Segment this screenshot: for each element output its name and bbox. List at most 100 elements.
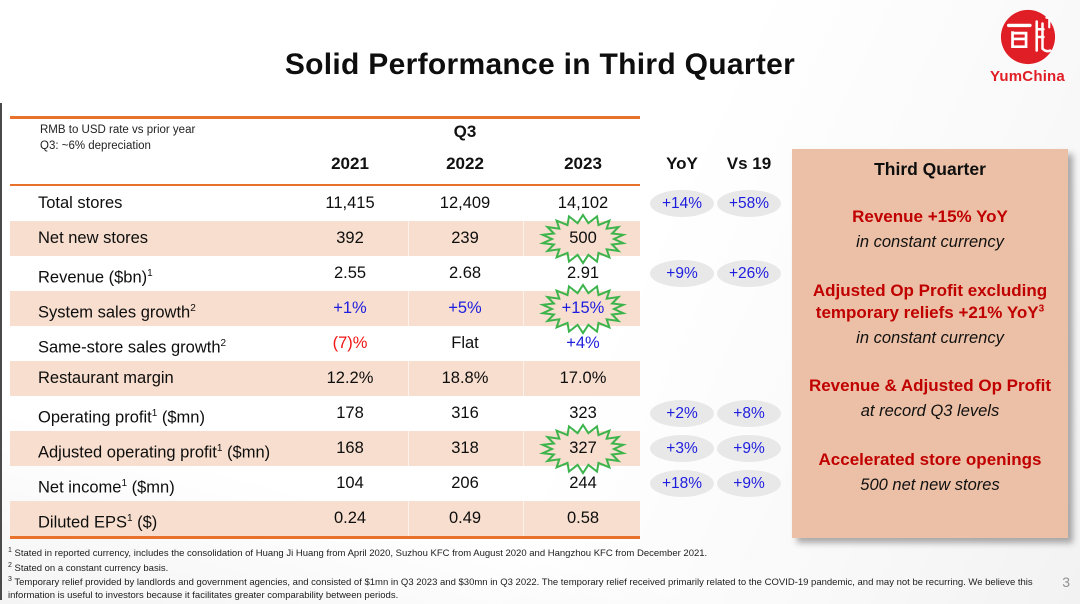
footnote: 3 Temporary relief provided by landlords… bbox=[8, 576, 1033, 601]
table-row: Net new stores 392 239 500 bbox=[10, 213, 782, 265]
table-bottom-rule bbox=[10, 536, 640, 539]
cell-2022: 316 bbox=[451, 404, 479, 422]
cell-2021: 12.2% bbox=[326, 369, 374, 387]
cell-2022: 12,409 bbox=[439, 194, 491, 212]
cell-2023: 323 bbox=[569, 404, 597, 422]
row-shade-band bbox=[10, 361, 640, 396]
column-group-header-q3: Q3 bbox=[453, 122, 477, 141]
row-label: Total stores bbox=[38, 194, 123, 212]
table-row: System sales growth2 +1% +5% +15% bbox=[10, 283, 782, 335]
column-header-2022: 2022 bbox=[446, 154, 484, 173]
vs19-badge: +58% bbox=[717, 190, 781, 217]
table-header-rule bbox=[10, 184, 640, 186]
financial-table: Total stores 11,415 12,409 14,102 +14% +58% Ne… bbox=[10, 186, 782, 536]
table-row: Adjusted operating profit1 ($mn) 168 318 32… bbox=[10, 423, 782, 475]
cell-2021: (7)% bbox=[332, 334, 368, 352]
yumchina-seal-icon bbox=[1000, 9, 1055, 65]
footnote: 1 Stated in reported currency, includes … bbox=[8, 547, 708, 560]
panel-note: 500 net new stores bbox=[860, 475, 1000, 494]
column-separator bbox=[523, 221, 524, 256]
column-separator bbox=[523, 361, 524, 396]
cell-2022: 2.68 bbox=[448, 264, 482, 282]
table-row: Operating profit1 ($mn) 178 316 323 +2% +8% bbox=[10, 396, 782, 431]
cell-2022: 18.8% bbox=[441, 369, 489, 387]
column-header-2021: 2021 bbox=[331, 154, 369, 173]
row-label: Net income1 ($mn) bbox=[38, 478, 175, 497]
row-label: Adjusted operating profit1 ($mn) bbox=[38, 443, 271, 462]
cell-2021: 168 bbox=[336, 439, 364, 457]
cell-2022: 318 bbox=[451, 439, 479, 457]
footnote: 2 Stated on a constant currency basis. bbox=[8, 561, 169, 574]
cell-2021: 104 bbox=[336, 474, 364, 492]
vs19-badge: +8% bbox=[717, 400, 781, 427]
row-label: Net new stores bbox=[38, 229, 149, 247]
cell-2021: 2.55 bbox=[333, 264, 367, 282]
panel-title: Third Quarter bbox=[874, 159, 986, 179]
table-row: Net income1 ($mn) 104 206 244 +18% +9% bbox=[10, 466, 782, 501]
vs19-badge: +9% bbox=[717, 435, 781, 462]
yoy-badge: +14% bbox=[650, 190, 714, 217]
cell-2022: 239 bbox=[451, 229, 479, 247]
column-separator bbox=[523, 431, 524, 466]
column-separator bbox=[408, 501, 409, 536]
cell-2022: 206 bbox=[451, 474, 479, 492]
column-separator bbox=[408, 431, 409, 466]
cell-2023: 17.0% bbox=[559, 369, 607, 387]
table-row: Same-store sales growth2 (7)% Flat +4% bbox=[10, 326, 782, 361]
left-edge-strip bbox=[0, 103, 2, 600]
row-shade-band bbox=[10, 431, 640, 466]
footnotes: 1 Stated in reported currency, includes … bbox=[8, 546, 1066, 602]
column-separator bbox=[523, 501, 524, 536]
cell-2021: 0.24 bbox=[333, 509, 367, 527]
table-row: Restaurant margin 12.2% 18.8% 17.0% bbox=[10, 361, 782, 396]
table-row: Diluted EPS1 ($) 0.24 0.49 0.58 bbox=[10, 501, 782, 536]
cell-2023: 2.91 bbox=[566, 264, 600, 282]
panel-highlight: Adjusted Op Profit excluding temporary r… bbox=[812, 280, 1048, 322]
panel-note: in constant currency bbox=[856, 233, 1004, 252]
cell-2021: 11,415 bbox=[325, 194, 375, 212]
vs19-badge: +9% bbox=[717, 470, 781, 497]
row-shade-band bbox=[10, 501, 640, 536]
row-label: Operating profit1 ($mn) bbox=[38, 408, 205, 427]
currency-rate-note: RMB to USD rate vs prior year Q3: ~6% de… bbox=[40, 124, 196, 152]
column-header-yoy: YoY bbox=[666, 154, 698, 173]
panel-highlight: Accelerated store openings bbox=[818, 449, 1042, 469]
yoy-badge: +18% bbox=[650, 470, 714, 497]
cell-2021: 392 bbox=[336, 229, 364, 247]
yoy-badge: +2% bbox=[650, 400, 714, 427]
cell-2021: +1% bbox=[333, 299, 367, 317]
column-separator bbox=[408, 361, 409, 396]
yoy-badge: +9% bbox=[650, 260, 714, 287]
column-separator bbox=[523, 291, 524, 326]
vs19-badge: +26% bbox=[717, 260, 781, 287]
table-row: Total stores 11,415 12,409 14,102 +14% +58% bbox=[10, 186, 782, 221]
column-header-2023: 2023 bbox=[564, 154, 602, 173]
cell-2023: 0.58 bbox=[566, 509, 600, 527]
column-header-vs19: Vs 19 bbox=[726, 154, 772, 173]
brand-name: YumChina bbox=[990, 68, 1065, 85]
yoy-badge: +3% bbox=[650, 435, 714, 462]
table-top-rule bbox=[10, 116, 640, 119]
column-separator bbox=[408, 291, 409, 326]
row-label: Restaurant margin bbox=[38, 369, 174, 387]
row-label: Diluted EPS1 ($) bbox=[38, 513, 158, 532]
cell-2023: 327 bbox=[569, 439, 597, 457]
cell-2023: 244 bbox=[569, 474, 597, 492]
row-label: Revenue ($bn)1 bbox=[38, 268, 153, 287]
panel-note: in constant currency bbox=[856, 328, 1004, 347]
page-number: 3 bbox=[1062, 574, 1070, 590]
panel-highlight: Revenue & Adjusted Op Profit bbox=[808, 376, 1052, 396]
cell-2023: +4% bbox=[566, 334, 600, 352]
panel-highlight: Revenue +15% YoY bbox=[852, 207, 1008, 226]
column-separator bbox=[408, 221, 409, 256]
row-label: Same-store sales growth2 bbox=[38, 338, 227, 357]
panel-note: at record Q3 levels bbox=[860, 402, 1000, 421]
row-shade-band bbox=[10, 291, 640, 326]
cell-2022: +5% bbox=[448, 299, 482, 317]
cell-2022: Flat bbox=[451, 334, 479, 352]
third-quarter-summary-panel: Third Quarter Revenue +15% YoY in constan… bbox=[792, 149, 1068, 538]
cell-2023: 500 bbox=[569, 229, 597, 247]
cell-2023: +15% bbox=[561, 299, 605, 317]
row-label: System sales growth2 bbox=[38, 303, 196, 322]
page-title: Solid Performance in Third Quarter bbox=[284, 48, 796, 81]
